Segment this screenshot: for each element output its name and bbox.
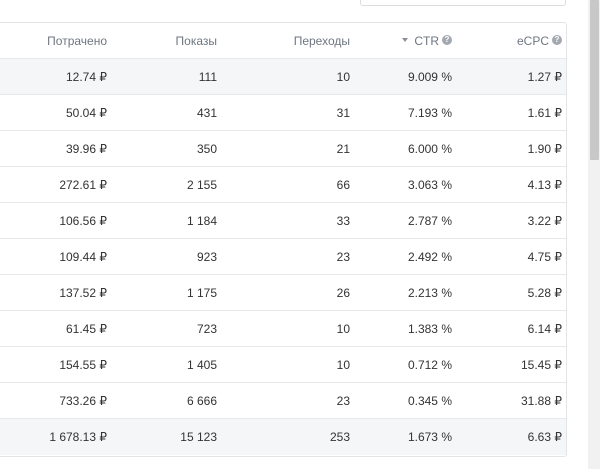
total-ecpc: 6.63 ₽ — [527, 430, 562, 444]
cell-clicks: 10 — [336, 357, 350, 372]
cell-impressions: 6 666 — [186, 393, 217, 408]
cell-ecpc: 6.14 ₽ — [527, 321, 562, 336]
cell-ecpc: 4.13 ₽ — [527, 177, 562, 192]
cell-spent: 106.56 ₽ — [59, 213, 107, 228]
table-row[interactable]: 272.61 ₽ 2 155 66 3.063 % 4.13 ₽ — [0, 167, 566, 203]
scrollbar-thumb[interactable] — [590, 0, 599, 160]
stats-table: Потрачено Показы Переходы CTR? eCPC? 12.… — [0, 22, 567, 457]
header-clicks-label: Переходы — [293, 33, 350, 48]
cell-impressions: 1 175 — [186, 285, 217, 300]
cell-ctr: 3.063 % — [407, 177, 452, 192]
cell-ecpc: 31.88 ₽ — [521, 393, 562, 408]
cell-spent: 12.74 ₽ — [66, 69, 107, 84]
cell-spent: 39.96 ₽ — [66, 141, 107, 156]
help-circle-icon[interactable]: ? — [442, 35, 452, 46]
filter-input[interactable] — [360, 0, 566, 6]
cell-impressions: 111 — [198, 69, 217, 84]
cell-clicks: 21 — [336, 141, 350, 156]
cell-ctr: 1.383 % — [407, 321, 452, 336]
cell-spent: 61.45 ₽ — [66, 321, 107, 336]
cell-clicks: 33 — [336, 213, 350, 228]
cell-impressions: 431 — [196, 105, 217, 120]
help-circle-icon[interactable]: ? — [552, 35, 562, 46]
cell-ecpc: 1.90 ₽ — [527, 141, 562, 156]
header-spent-label: Потрачено — [47, 33, 107, 48]
table-header: Потрачено Показы Переходы CTR? eCPC? — [0, 23, 566, 59]
header-spent[interactable]: Потрачено — [0, 34, 107, 48]
cell-ecpc: 3.22 ₽ — [527, 213, 562, 228]
table-row[interactable]: 137.52 ₽ 1 175 26 2.213 % 5.28 ₽ — [0, 275, 566, 311]
cell-impressions: 2 155 — [186, 177, 217, 192]
cell-clicks: 31 — [336, 105, 350, 120]
cell-clicks: 23 — [336, 249, 350, 264]
header-ctr[interactable]: CTR? — [350, 34, 452, 48]
cell-impressions: 723 — [196, 321, 217, 336]
header-clicks[interactable]: Переходы — [217, 34, 350, 48]
sort-descending-icon — [402, 38, 409, 43]
cell-ecpc: 4.75 ₽ — [527, 249, 562, 264]
cell-ctr: 2.213 % — [407, 285, 452, 300]
cell-spent: 137.52 ₽ — [59, 285, 107, 300]
header-ecpc[interactable]: eCPC? — [452, 34, 562, 48]
table-row[interactable]: 154.55 ₽ 1 405 10 0.712 % 15.45 ₽ — [0, 347, 566, 383]
total-ctr: 1.673 % — [407, 430, 452, 444]
header-impressions-label: Показы — [175, 33, 217, 48]
total-row: 1 678.13 ₽ 15 123 253 1.673 % 6.63 ₽ — [0, 419, 566, 455]
cell-ctr: 2.787 % — [407, 213, 452, 228]
table-row[interactable]: 61.45 ₽ 723 10 1.383 % 6.14 ₽ — [0, 311, 566, 347]
cell-ecpc: 15.45 ₽ — [521, 357, 562, 372]
table-row[interactable]: 733.26 ₽ 6 666 23 0.345 % 31.88 ₽ — [0, 383, 566, 419]
cell-spent: 733.26 ₽ — [59, 393, 107, 408]
cell-spent: 272.61 ₽ — [59, 177, 107, 192]
cell-spent: 154.55 ₽ — [59, 357, 107, 372]
cell-impressions: 1 184 — [186, 213, 217, 228]
cell-ctr: 2.492 % — [407, 249, 452, 264]
cell-ctr: 0.345 % — [407, 393, 452, 408]
table-row[interactable]: 39.96 ₽ 350 21 6.000 % 1.90 ₽ — [0, 131, 566, 167]
cell-clicks: 66 — [336, 177, 350, 192]
table-row[interactable]: 50.04 ₽ 431 31 7.193 % 1.61 ₽ — [0, 95, 566, 131]
cell-ecpc: 1.61 ₽ — [527, 105, 562, 120]
cell-clicks: 26 — [336, 285, 350, 300]
header-impressions[interactable]: Показы — [107, 34, 217, 48]
header-ctr-label: CTR — [414, 33, 439, 48]
cell-ecpc: 5.28 ₽ — [527, 285, 562, 300]
cell-spent: 109.44 ₽ — [59, 249, 107, 264]
cell-ctr: 0.712 % — [407, 357, 452, 372]
total-clicks: 253 — [329, 430, 350, 444]
cell-impressions: 350 — [196, 141, 217, 156]
header-ecpc-label: eCPC — [516, 33, 549, 48]
cell-ctr: 6.000 % — [407, 141, 452, 156]
cell-ctr: 7.193 % — [407, 105, 452, 120]
cell-clicks: 10 — [336, 321, 350, 336]
cell-ecpc: 1.27 ₽ — [527, 69, 562, 84]
cell-impressions: 923 — [196, 249, 217, 264]
table-row[interactable]: 109.44 ₽ 923 23 2.492 % 4.75 ₽ — [0, 239, 566, 275]
total-spent: 1 678.13 ₽ — [49, 430, 107, 444]
cell-ctr: 9.009 % — [407, 69, 452, 84]
cell-clicks: 23 — [336, 393, 350, 408]
vertical-scrollbar[interactable] — [588, 0, 600, 469]
cell-spent: 50.04 ₽ — [66, 105, 107, 120]
cell-clicks: 10 — [336, 69, 350, 84]
table-row[interactable]: 12.74 ₽ 111 10 9.009 % 1.27 ₽ — [0, 59, 566, 95]
cell-impressions: 1 405 — [186, 357, 217, 372]
total-impressions: 15 123 — [180, 430, 217, 444]
table-row[interactable]: 106.56 ₽ 1 184 33 2.787 % 3.22 ₽ — [0, 203, 566, 239]
